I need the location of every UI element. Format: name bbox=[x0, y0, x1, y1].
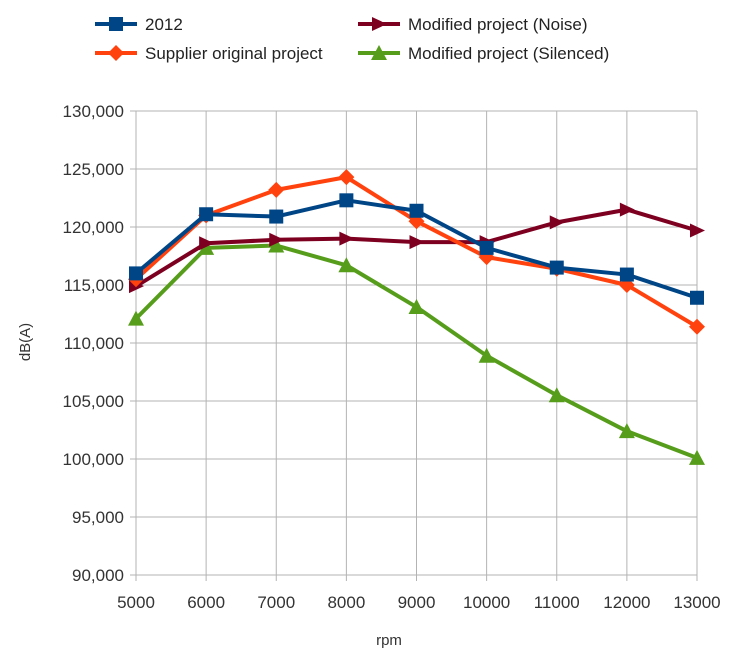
legend-marker bbox=[109, 17, 123, 31]
data-point bbox=[549, 215, 565, 230]
data-point bbox=[689, 318, 705, 335]
data-point bbox=[619, 267, 634, 282]
data-point bbox=[338, 169, 355, 186]
data-point bbox=[269, 232, 285, 247]
legend-marker bbox=[371, 45, 387, 60]
legend-label: Modified project (Silenced) bbox=[408, 44, 609, 63]
data-point bbox=[618, 423, 635, 439]
x-tick-label: 10000 bbox=[463, 593, 510, 612]
data-point bbox=[478, 347, 495, 363]
legend: 2012 Modified project (Noise) Supplier ori… bbox=[95, 15, 609, 63]
legend-item: Modified project (Silenced) bbox=[358, 44, 609, 63]
data-point bbox=[549, 260, 564, 275]
legend-item: 2012 bbox=[95, 15, 183, 34]
data-point bbox=[268, 181, 285, 198]
data-point bbox=[690, 223, 705, 238]
data-point bbox=[408, 299, 425, 315]
data-point bbox=[198, 239, 215, 255]
data-point bbox=[409, 235, 425, 250]
x-tick-label: 6000 bbox=[187, 593, 225, 612]
y-tick-label: 100,000 bbox=[63, 450, 124, 469]
series-0 bbox=[129, 193, 704, 305]
data-point bbox=[129, 266, 143, 281]
y-tick-label: 90,000 bbox=[72, 566, 124, 585]
data-point bbox=[339, 193, 354, 208]
y-tick-label: 125,000 bbox=[63, 160, 124, 179]
y-tick-label: 130,000 bbox=[63, 102, 124, 121]
y-axis-ticks: 90,000 95,000 100,000 105,000 110,000 115,000… bbox=[63, 102, 124, 585]
x-tick-label: 11000 bbox=[534, 593, 580, 612]
x-axis-ticks: 5000 6000 7000 8000 9000 10000 11000 12000 13000 bbox=[117, 593, 721, 612]
y-tick-label: 110,000 bbox=[64, 334, 124, 353]
y-axis-title: dB(A) bbox=[17, 323, 34, 361]
data-point bbox=[339, 231, 355, 246]
series-3 bbox=[128, 237, 705, 465]
y-tick-label: 95,000 bbox=[72, 508, 124, 527]
data-point bbox=[690, 290, 704, 305]
x-axis-title: rpm bbox=[376, 632, 402, 649]
x-tick-label: 9000 bbox=[398, 593, 436, 612]
legend-item: Supplier original project bbox=[95, 44, 323, 63]
x-tick-label: 13000 bbox=[673, 593, 720, 612]
y-tick-label: 120,000 bbox=[63, 218, 124, 237]
data-point bbox=[548, 387, 565, 403]
series-layer bbox=[128, 169, 705, 465]
data-point bbox=[268, 237, 285, 253]
data-point bbox=[479, 240, 494, 255]
data-point bbox=[689, 449, 705, 465]
y-tick-label: 105,000 bbox=[63, 392, 124, 411]
legend-marker bbox=[108, 45, 124, 61]
data-point bbox=[128, 310, 144, 326]
x-tick-label: 8000 bbox=[327, 593, 365, 612]
data-point bbox=[199, 207, 214, 222]
data-point bbox=[338, 257, 355, 273]
data-point bbox=[409, 203, 424, 218]
x-tick-label: 5000 bbox=[117, 593, 155, 612]
y-tick-label: 115,000 bbox=[64, 276, 124, 295]
legend-label: Supplier original project bbox=[145, 44, 323, 63]
legend-item: Modified project (Noise) bbox=[358, 15, 588, 34]
data-point bbox=[619, 202, 635, 217]
x-tick-label: 12000 bbox=[603, 593, 650, 612]
x-tick-label: 7000 bbox=[257, 593, 295, 612]
data-point bbox=[199, 236, 215, 251]
data-point bbox=[269, 209, 284, 224]
legend-label: Modified project (Noise) bbox=[408, 15, 588, 34]
legend-label: 2012 bbox=[145, 15, 183, 34]
legend-marker bbox=[372, 17, 387, 31]
